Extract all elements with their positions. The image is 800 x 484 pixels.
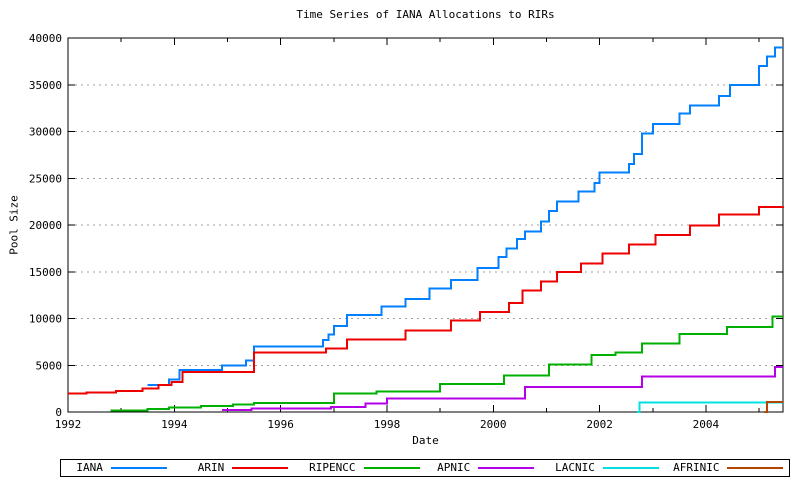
legend-item-arin: ARIN — [182, 460, 303, 476]
legend-swatch-afrinic — [727, 467, 784, 469]
x-tick-label: 2002 — [586, 418, 613, 431]
series-arin-line — [68, 205, 784, 395]
legend-label: ARIN — [197, 461, 225, 474]
legend: IANA ARIN RIPENCC APNIC LACNIC AFRINIC — [60, 459, 790, 477]
y-tick-label: 0 — [55, 406, 62, 419]
legend-item-apnic: APNIC — [425, 460, 546, 476]
x-tick-label: 1998 — [374, 418, 401, 431]
legend-label: AFRINIC — [673, 461, 720, 474]
y-tick-label: 25000 — [29, 172, 62, 185]
legend-label: APNIC — [437, 461, 471, 474]
series-afrinic-line — [764, 401, 783, 413]
x-tick-label: 2000 — [480, 418, 507, 431]
series-ripencc-line — [110, 315, 783, 412]
series-apnic-line — [222, 366, 783, 412]
legend-swatch-iana — [110, 467, 167, 469]
legend-item-lacnic: LACNIC — [546, 460, 667, 476]
chart-title: Time Series of IANA Allocations to RIRs — [296, 8, 555, 21]
x-axis-label: Date — [412, 434, 439, 447]
legend-swatch-arin — [232, 467, 289, 469]
x-tick-label: 1994 — [161, 418, 188, 431]
y-tick-label: 40000 — [29, 32, 62, 45]
x-tick-label: 1996 — [267, 418, 294, 431]
legend-swatch-lacnic — [602, 467, 659, 469]
legend-item-ripencc: RIPENCC — [304, 460, 425, 476]
legend-label: RIPENCC — [309, 461, 356, 474]
legend-item-afrinic: AFRINIC — [668, 460, 789, 476]
y-tick-label: 5000 — [36, 359, 63, 372]
legend-label: LACNIC — [555, 461, 595, 474]
series-iana-line — [147, 46, 783, 386]
legend-item-iana: IANA — [61, 460, 182, 476]
x-tick-label: 1992 — [55, 418, 82, 431]
series-lacnic-line — [636, 401, 783, 413]
x-tick-label: 2004 — [693, 418, 720, 431]
y-tick-label: 10000 — [29, 313, 62, 326]
y-tick-label: 35000 — [29, 79, 62, 92]
legend-label: IANA — [76, 461, 103, 474]
y-tick-label: 15000 — [29, 266, 62, 279]
legend-swatch-ripencc — [363, 467, 420, 469]
y-tick-label: 30000 — [29, 126, 62, 139]
y-tick-label: 20000 — [29, 219, 62, 232]
legend-swatch-apnic — [478, 467, 535, 469]
